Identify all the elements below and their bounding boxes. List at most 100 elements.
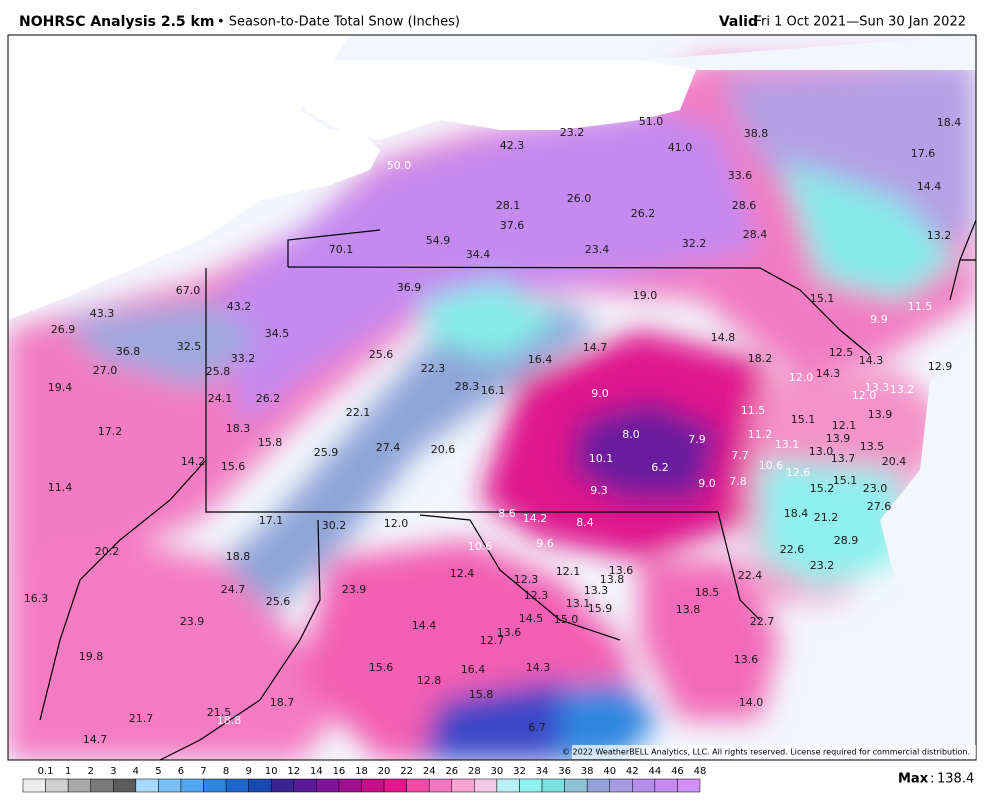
snow-label: 17.6 — [911, 147, 936, 160]
snow-label: 9.9 — [870, 313, 888, 326]
snow-label: 17.1 — [259, 514, 284, 527]
snow-label: 6.2 — [651, 461, 669, 474]
valid-range: Fri 1 Oct 2021—Sun 30 Jan 2022 — [754, 15, 966, 30]
snow-label: 23.0 — [863, 482, 888, 495]
legend-swatch — [22, 778, 46, 793]
snow-label: 16.4 — [461, 663, 486, 676]
snow-label: 28.6 — [732, 199, 757, 212]
legend-label: 30 — [491, 766, 504, 777]
snow-label: 14.7 — [83, 733, 108, 746]
legend-swatch — [474, 778, 498, 793]
snow-label: 17.2 — [98, 425, 123, 438]
snow-label: 7.8 — [729, 475, 747, 488]
snow-label: 70.1 — [329, 243, 354, 256]
snow-label: 67.0 — [176, 284, 201, 297]
snow-label: 28.3 — [455, 380, 480, 393]
snow-label: 15.1 — [791, 413, 816, 426]
legend-label: 42 — [626, 766, 639, 777]
snow-label: 13.1 — [775, 438, 800, 451]
legend-label: 28 — [468, 766, 481, 777]
snow-label: 12.1 — [832, 419, 857, 432]
map-title: NOHRSC Analysis 2.5 km — [19, 14, 214, 30]
legend-label: 36 — [558, 766, 571, 777]
snow-label: 14.3 — [526, 661, 551, 674]
legend-swatch — [248, 778, 272, 793]
snow-label: 20.2 — [95, 545, 120, 558]
snow-label: 13.6 — [497, 626, 522, 639]
snow-label: 15.1 — [810, 292, 835, 305]
snow-label: 26.0 — [567, 192, 592, 205]
snow-label: 15.8 — [469, 688, 494, 701]
snow-label: 9.6 — [536, 537, 554, 550]
snow-label: 9.0 — [591, 387, 609, 400]
snow-label: 28.1 — [496, 199, 521, 212]
snow-label: 51.0 — [639, 115, 664, 128]
snow-label: 16.4 — [528, 353, 553, 366]
snow-label: 19.0 — [633, 289, 658, 302]
legend-swatch — [180, 778, 204, 793]
snow-labels: 18.4 17.6 14.4 13.2 51.0 41.0 38.8 23.2 42.3 50.0… — [24, 115, 962, 746]
snow-label: 14.8 — [711, 331, 736, 344]
snow-label: 12.0 — [852, 389, 877, 402]
snow-label: 13.8 — [676, 603, 701, 616]
snow-label: 22.3 — [421, 362, 446, 375]
snow-label: 13.9 — [868, 408, 893, 421]
snow-label: 24.1 — [208, 392, 233, 405]
legend-swatch — [677, 778, 701, 793]
snow-label: 27.4 — [376, 441, 401, 454]
legend-label: 2 — [88, 766, 94, 777]
legend-label: 44 — [648, 766, 661, 777]
legend-label: 6 — [178, 766, 184, 777]
snow-label: 13.1 — [566, 597, 591, 610]
snow-label: 14.3 — [859, 354, 884, 367]
snow-label: 33.2 — [231, 352, 256, 365]
snow-label: 13.5 — [860, 440, 885, 453]
legend-label: 16 — [333, 766, 346, 777]
snow-label: 20.4 — [882, 455, 907, 468]
snow-label: 36.9 — [397, 281, 422, 294]
snow-label: 15.2 — [810, 482, 835, 495]
snow-label: 21.2 — [814, 511, 839, 524]
snow-label: 10.1 — [589, 452, 614, 465]
snow-label: 15.8 — [258, 436, 283, 449]
max-sep: : — [930, 772, 934, 787]
snow-label: 7.9 — [688, 433, 706, 446]
snow-label: 15.1 — [833, 474, 858, 487]
snow-label: 34.5 — [265, 327, 290, 340]
snow-label: 12.0 — [789, 371, 814, 384]
snow-label: 18.8 — [226, 550, 251, 563]
snow-label: 13.0 — [809, 445, 834, 458]
snow-label: 16.3 — [24, 592, 49, 605]
lake-erie-and-land — [8, 35, 380, 320]
legend-label: 26 — [445, 766, 458, 777]
legend-label: 12 — [287, 766, 300, 777]
legend-swatch — [564, 778, 588, 793]
map-subtitle: • Season-to-Date Total Snow (Inches) — [217, 15, 460, 30]
snow-label: 18.5 — [695, 586, 720, 599]
snow-label: 12.6 — [786, 466, 811, 479]
snow-label: 18.7 — [270, 696, 295, 709]
legend-swatch — [90, 778, 114, 793]
legend-swatch — [428, 778, 453, 793]
snow-label: 25.6 — [266, 595, 291, 608]
snow-label: 13.7 — [831, 452, 856, 465]
snow-label: 19.4 — [48, 381, 73, 394]
snow-label: 43.2 — [227, 300, 252, 313]
snow-label: 10.6 — [759, 459, 784, 472]
snow-label: 13.6 — [734, 653, 759, 666]
legend: 0.1 1 2 3 4 5 6 7 8 9 10 12 14 16 18 20 22 24 26 28 30 32 34 36… — [22, 766, 706, 793]
boundaries — [39, 219, 976, 760]
legend-label: 40 — [603, 766, 616, 777]
snow-label: 11.2 — [748, 428, 773, 441]
map-frame — [7, 34, 977, 761]
legend-swatch — [338, 778, 362, 793]
legend-label: 9 — [245, 766, 251, 777]
snow-label: 26.9 — [51, 323, 76, 336]
lake-ontario — [300, 60, 700, 140]
snow-label: 15.6 — [221, 460, 246, 473]
snow-label: 23.9 — [180, 615, 205, 628]
snow-label: 22.4 — [738, 569, 763, 582]
snow-label: 28.4 — [743, 228, 768, 241]
legend-swatch — [383, 778, 407, 793]
legend-label: 14 — [310, 766, 323, 777]
